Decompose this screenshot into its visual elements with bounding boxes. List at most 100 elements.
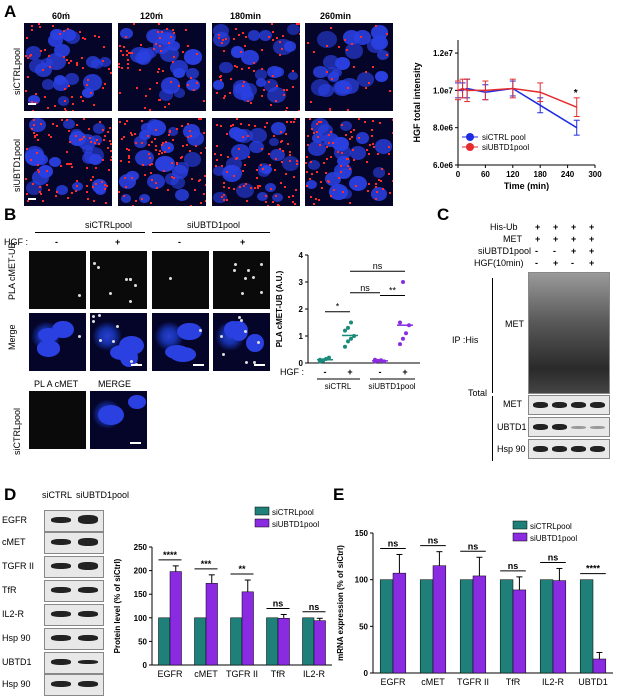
- signal-dot: [153, 48, 155, 50]
- signal-dot: [70, 163, 72, 165]
- signal-dot: [289, 160, 291, 162]
- lane-label-sictrl: siCTRL: [42, 490, 72, 500]
- signal-dot: [133, 23, 135, 25]
- signal-dot: [185, 29, 187, 31]
- signal-dot: [338, 46, 340, 48]
- signal-dot: [386, 54, 388, 56]
- signal-dot: [235, 28, 237, 30]
- nucleus: [56, 185, 68, 195]
- signal-dot: [337, 151, 339, 153]
- pla-dot: [234, 263, 237, 266]
- signal-dot: [159, 99, 161, 101]
- signal-dot: [93, 200, 95, 202]
- condition-sign: -: [553, 246, 556, 256]
- x-tick-label: TGFR II: [226, 669, 258, 679]
- col-header-sictrl: siCTRLpool: [85, 220, 132, 230]
- signal-dot: [275, 195, 277, 197]
- signal-dot: [351, 136, 353, 138]
- condition-sign: +: [553, 222, 558, 232]
- signal-dot: [200, 202, 202, 204]
- signal-dot: [144, 174, 146, 176]
- scale-bar: [28, 198, 36, 200]
- signal-dot: [353, 66, 355, 68]
- y-axis-label: mRNA expression (% of siCtrl): [336, 545, 345, 661]
- signal-dot: [279, 54, 281, 56]
- signal-dot: [124, 123, 126, 125]
- signal-dot: [26, 37, 28, 39]
- micrograph-b-0-3: [213, 251, 270, 309]
- bar: [230, 618, 242, 665]
- blot-strip: [44, 652, 104, 674]
- nucleus: [98, 405, 124, 425]
- signal-dot: [233, 188, 235, 190]
- significance-label: ns: [360, 283, 370, 293]
- signal-dot: [245, 183, 247, 185]
- signal-dot: [44, 96, 46, 98]
- signal-dot: [268, 36, 270, 38]
- nucleus: [323, 133, 340, 147]
- data-point: [401, 337, 405, 341]
- signal-dot: [358, 137, 360, 139]
- legend-label: siUBTD1pool: [482, 143, 529, 152]
- bar: [194, 618, 206, 665]
- significance-label: ns: [273, 598, 284, 608]
- signal-dot: [108, 169, 110, 171]
- blot-row-label: TfR: [2, 585, 17, 595]
- signal-dot: [68, 85, 70, 87]
- signal-dot: [95, 167, 97, 169]
- x-tick-label: EGFR: [157, 669, 183, 679]
- lower-header-merge: MERGE: [98, 379, 131, 389]
- nucleus: [349, 176, 367, 191]
- signal-dot: [161, 144, 163, 146]
- divider-siubtd1: [152, 232, 270, 233]
- signal-dot: [244, 164, 246, 166]
- signal-dot: [282, 35, 284, 37]
- significance-label: **: [389, 286, 397, 296]
- pla-dot: [92, 320, 95, 323]
- signal-dot: [187, 123, 189, 125]
- significance-label: ns: [373, 261, 383, 271]
- signal-dot: [136, 87, 138, 89]
- signal-dot: [27, 76, 29, 78]
- signal-dot: [347, 165, 349, 167]
- signal-dot: [214, 153, 216, 155]
- signal-dot: [325, 172, 327, 174]
- signal-dot: [105, 202, 107, 204]
- significance-label: ns: [428, 536, 439, 546]
- signal-dot: [349, 168, 351, 170]
- signal-dot: [368, 153, 370, 155]
- signal-dot: [388, 173, 390, 175]
- significance-label: ns: [508, 561, 519, 571]
- signal-dot: [216, 92, 218, 94]
- signal-dot: [306, 185, 308, 187]
- signal-dot: [27, 57, 29, 59]
- signal-dot: [190, 77, 192, 79]
- bar: [553, 581, 566, 673]
- signal-dot: [341, 124, 343, 126]
- signal-dot: [155, 145, 157, 147]
- blot-band: [571, 426, 586, 429]
- x-tick-label: UBTD1: [578, 677, 608, 687]
- condition-sign: -: [571, 258, 574, 268]
- signal-dot: [205, 147, 206, 149]
- signal-dot: [326, 45, 328, 47]
- signal-dot: [44, 49, 46, 51]
- signal-dot: [171, 162, 173, 164]
- signal-dot: [173, 177, 175, 179]
- pla-dot: [98, 314, 101, 317]
- signal-dot: [52, 25, 54, 27]
- signal-dot: [102, 129, 104, 131]
- nucleus: [333, 80, 352, 96]
- time-label-260: 260min: [320, 11, 351, 21]
- bar: [302, 618, 314, 665]
- y-tick-label: 150: [134, 590, 148, 599]
- signal-dot: [79, 31, 81, 33]
- signal-dot: [326, 158, 328, 160]
- signal-dot: [218, 34, 220, 36]
- nucleus: [357, 72, 375, 87]
- signal-dot: [219, 76, 221, 78]
- blot-band: [590, 446, 605, 452]
- signal-dot: [36, 134, 38, 136]
- signal-dot: [268, 153, 270, 155]
- signal-dot: [93, 104, 95, 106]
